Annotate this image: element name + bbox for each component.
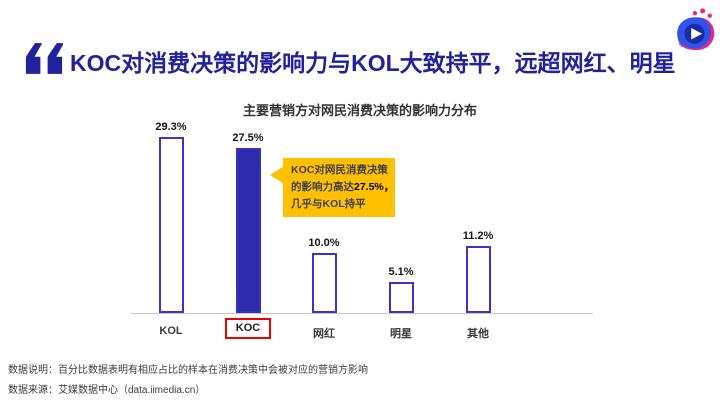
category-label-KOC: KOC (210, 318, 286, 339)
callout-line-1: KOC对网民消费决策 (291, 164, 388, 176)
bar-网红 (311, 253, 337, 313)
iimedia-logo-icon (677, 8, 715, 51)
bar-其他 (465, 246, 491, 313)
iimedia-logo (674, 4, 716, 59)
x-axis-line (131, 313, 593, 314)
data-source: 数据来源：艾媒数据中心（data.iimedia.cn） (8, 385, 206, 396)
play-icon (691, 28, 703, 40)
category-label-明星: 明星 (390, 328, 412, 340)
koc-callout: KOC对网民消费决策 的影响力高达27.5%， 几乎与KOL持平 (270, 158, 395, 217)
quote-icon (25, 43, 64, 79)
value-label-明星: 5.1% (388, 266, 414, 278)
chart-title: 主要营销方对网民消费决策的影响力分布 (242, 103, 477, 118)
value-label-KOL: 29.3% (155, 121, 187, 133)
bar-明星 (388, 282, 414, 313)
callout-arrow-left (270, 166, 284, 184)
category-label-KOL: KOL (159, 325, 183, 337)
data-note: 数据说明：百分比数据表明有相应占比的样本在消费决策中会被对应的营销方影响 (8, 365, 368, 376)
callout-value: 27.5%， (354, 181, 395, 193)
bar-KOL (158, 137, 184, 313)
callout-line-2: 的影响力高达27.5%， (291, 181, 395, 193)
bar-KOC (235, 148, 261, 313)
category-label-网红: 网红 (313, 328, 335, 340)
value-label-网红: 10.0% (308, 237, 340, 249)
koc-highlight-box: KOC (224, 318, 272, 339)
callout-line-3: 几乎与KOL持平 (291, 198, 366, 210)
category-label-其他: 其他 (467, 328, 489, 340)
page-title: KOC对消费决策的影响力与KOL大致持平，远超网红、明星 (70, 50, 676, 76)
value-label-其他: 11.2% (462, 230, 494, 242)
value-label-KOC: 27.5% (232, 132, 264, 144)
